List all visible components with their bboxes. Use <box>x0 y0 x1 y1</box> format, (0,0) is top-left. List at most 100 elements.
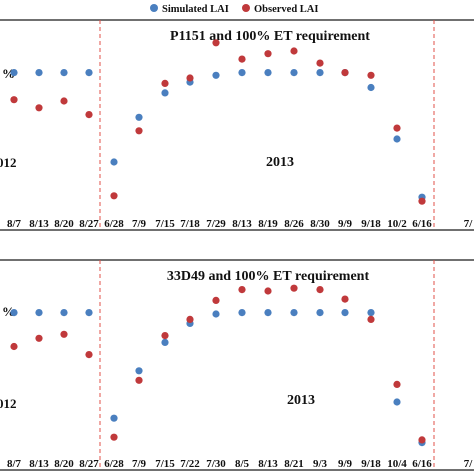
panel-title: 33D49 and 100% ET requirement <box>167 269 370 284</box>
simulated-point <box>341 309 349 317</box>
simulated-point <box>264 69 272 77</box>
observed-point <box>367 315 375 323</box>
observed-point <box>238 55 246 63</box>
x-tick-label: 6/16 <box>412 458 432 470</box>
x-tick-label: 9/18 <box>361 458 381 470</box>
panel-frame <box>0 19 474 231</box>
observed-point <box>35 334 43 342</box>
simulated-point <box>212 310 220 318</box>
observed-point <box>367 71 375 79</box>
x-tick-label: 9/3 <box>313 458 328 470</box>
x-tick-label: 8/13 <box>232 218 252 230</box>
simulated-point <box>60 309 68 317</box>
observed-point <box>161 79 169 87</box>
observed-point <box>85 111 93 119</box>
x-tick-label: 7/18 <box>180 218 200 230</box>
legend-observed-label: Observed LAI <box>254 4 318 15</box>
observed-point <box>135 127 143 135</box>
x-tick-label: 6/16 <box>412 218 432 230</box>
x-tick-label: 6/28 <box>104 218 124 230</box>
edge-label-upper: % <box>2 66 15 81</box>
simulated-point <box>290 309 298 317</box>
observed-point <box>393 124 401 132</box>
x-tick-label: 7/9 <box>132 458 147 470</box>
x-tick-label: 8/5 <box>235 458 250 470</box>
observed-point <box>341 69 349 77</box>
observed-point <box>60 97 68 105</box>
panel-title: P1151 and 100% ET requirement <box>170 29 370 44</box>
observed-point <box>341 295 349 303</box>
x-tick-label: 10/4 <box>387 458 407 470</box>
x-tick-label: 8/20 <box>54 458 74 470</box>
simulated-point <box>10 69 18 77</box>
x-tick-label: 7/9 <box>132 218 147 230</box>
observed-point <box>135 376 143 384</box>
observed-point <box>212 296 220 304</box>
panel-top: P1151 and 100% ET requirement % 012 2013… <box>0 19 474 231</box>
year-label: 2013 <box>266 155 294 170</box>
data-points <box>10 284 426 447</box>
x-tick-label: 9/18 <box>361 218 381 230</box>
observed-point <box>60 330 68 338</box>
x-tick-labels: 8/7 8/13 8/20 8/27 6/28 7/9 7/15 7/22 7/30 8/5 8/1… <box>7 458 473 470</box>
legend: Simulated LAI Observed LAI <box>150 4 318 15</box>
observed-point <box>393 380 401 388</box>
x-tick-label: 8/13 <box>258 458 278 470</box>
x-tick-label: 7/29 <box>206 218 226 230</box>
observed-point <box>264 287 272 295</box>
edge-label-lower: 012 <box>0 396 17 411</box>
simulated-point <box>393 135 401 143</box>
observed-point <box>110 192 118 200</box>
x-tick-label: 8/19 <box>258 218 278 230</box>
legend-simulated-label: Simulated LAI <box>162 4 229 15</box>
simulated-point <box>110 158 118 166</box>
observed-point <box>110 433 118 441</box>
x-tick-label: 8/7 <box>7 218 22 230</box>
observed-point <box>161 332 169 340</box>
simulated-point <box>35 309 43 317</box>
x-tick-label: 8/13 <box>29 458 49 470</box>
x-tick-label: 6/28 <box>104 458 124 470</box>
simulated-point <box>60 69 68 77</box>
panel-bottom: 33D49 and 100% ET requirement % 012 2013… <box>0 259 474 471</box>
simulated-point <box>161 338 169 346</box>
observed-point <box>10 342 18 351</box>
x-tick-label: 9/9 <box>338 218 353 230</box>
simulated-point <box>290 69 298 77</box>
observed-point <box>290 47 298 55</box>
x-tick-label: 8/27 <box>79 218 99 230</box>
x-tick-label: 9/9 <box>338 458 353 470</box>
observed-point <box>316 286 324 294</box>
x-tick-label: 8/13 <box>29 218 49 230</box>
x-tick-label: 8/26 <box>284 218 304 230</box>
observed-point <box>212 39 220 47</box>
x-tick-label: 7/30 <box>206 458 226 470</box>
x-tick-label: 8/20 <box>54 218 74 230</box>
simulated-point <box>10 309 18 317</box>
observed-point <box>186 74 194 82</box>
observed-point <box>316 59 324 67</box>
x-tick-label: 8/30 <box>310 218 330 230</box>
simulated-point <box>135 113 143 121</box>
observed-point <box>264 50 272 58</box>
x-tick-label: 7/15 <box>155 218 175 230</box>
simulated-point <box>238 309 246 317</box>
observed-point <box>35 104 43 112</box>
observed-point <box>290 284 298 292</box>
edge-label-lower: 012 <box>0 155 17 170</box>
x-tick-label: 7/ <box>464 218 474 230</box>
x-tick-label: 8/7 <box>7 458 22 470</box>
simulated-point <box>316 309 324 317</box>
simulated-point <box>85 69 93 77</box>
observed-point <box>418 436 426 444</box>
panel-frame <box>0 259 474 471</box>
simulated-point <box>264 309 272 317</box>
simulated-point <box>367 309 375 317</box>
simulated-point <box>393 398 401 406</box>
simulated-point <box>85 309 93 317</box>
observed-point <box>186 315 194 323</box>
legend-observed-marker <box>242 4 250 12</box>
x-tick-label: 7/ <box>464 458 474 470</box>
x-tick-label: 7/22 <box>180 458 200 470</box>
